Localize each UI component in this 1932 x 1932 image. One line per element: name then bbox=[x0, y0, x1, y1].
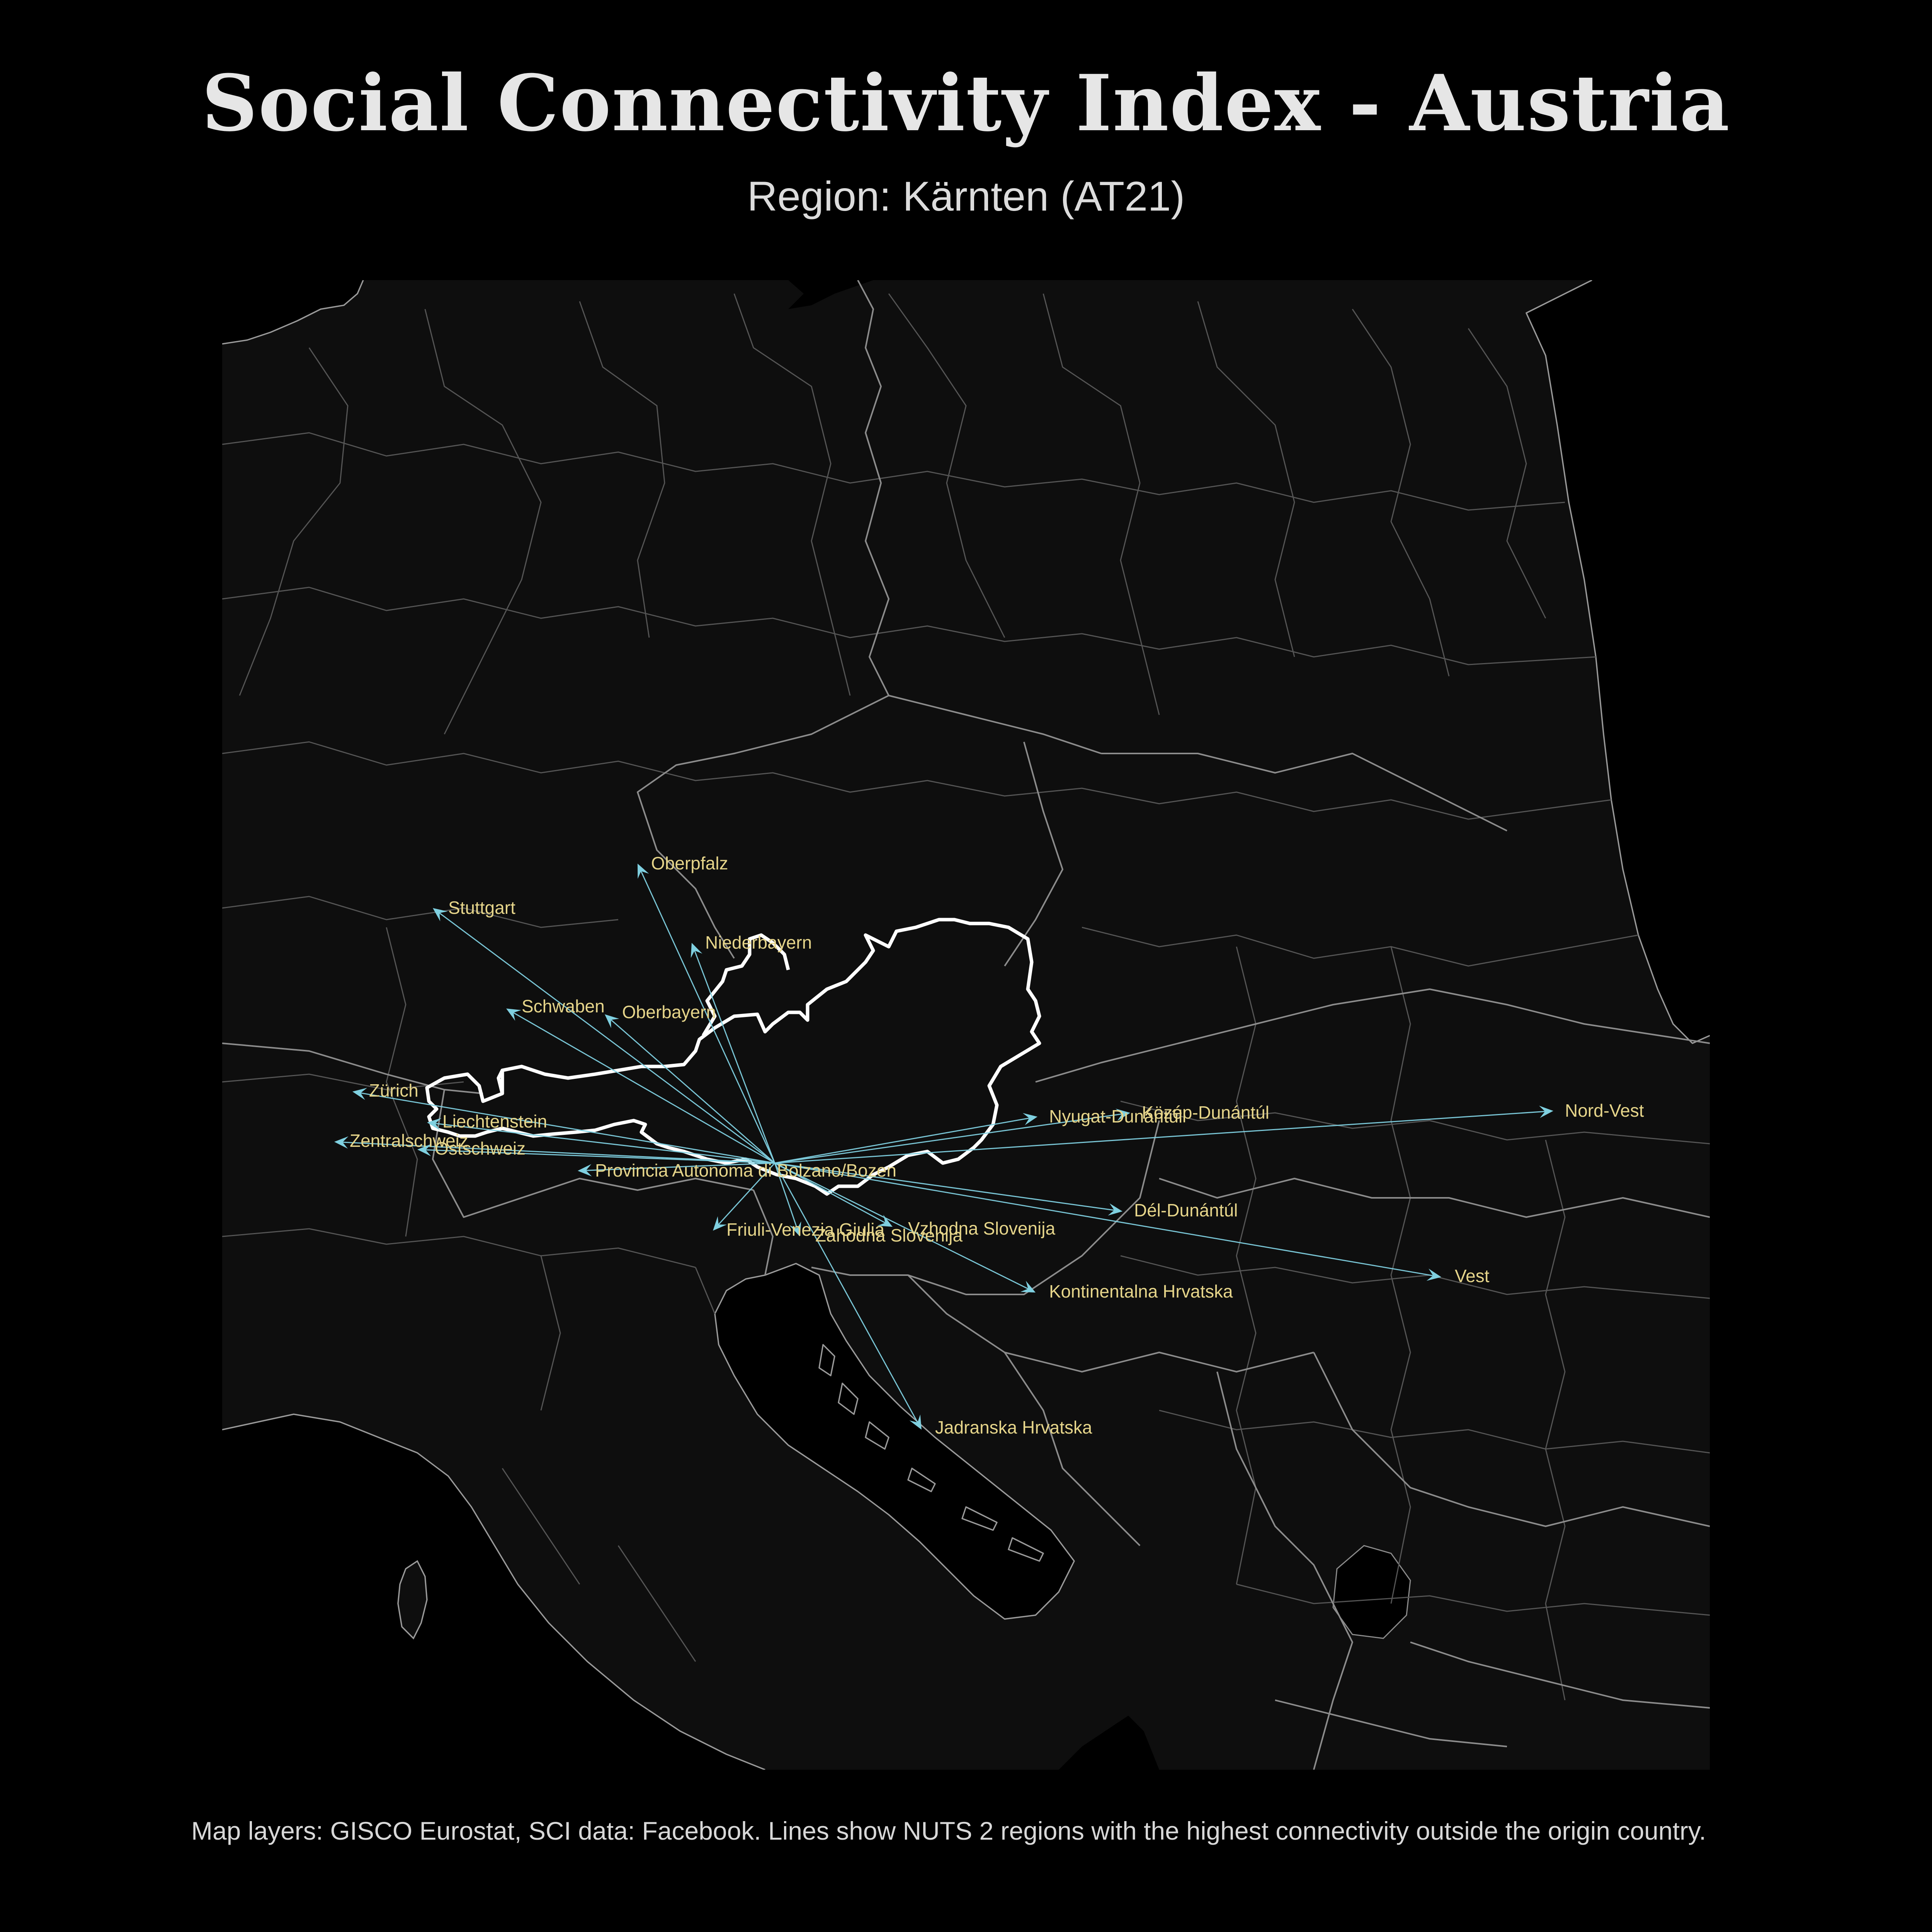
flow-line-friuli-venezia-giulia bbox=[715, 1162, 776, 1228]
flow-line-oberbayern bbox=[607, 1016, 775, 1164]
tyrrhenian-sea bbox=[222, 1414, 765, 1770]
destination-labels: Oberpfalz Stuttgart Niederbayern Schwaben Ob… bbox=[350, 853, 1644, 1437]
label-zurich: Zürich bbox=[369, 1080, 418, 1100]
flow-line-zentralschweiz bbox=[338, 1141, 775, 1164]
east-void bbox=[1526, 280, 1710, 1043]
arrow-head-friuli-venezia-giulia bbox=[713, 1216, 727, 1231]
arrow-head-schwaben bbox=[506, 1009, 522, 1021]
label-schwaben: Schwaben bbox=[522, 996, 605, 1016]
map-frame bbox=[222, 280, 1710, 1770]
country-borders bbox=[222, 280, 1710, 1770]
italy-west-coast bbox=[222, 1413, 765, 1770]
arrow-head-kozep-dunantul bbox=[1116, 1109, 1130, 1121]
austria-outline-north bbox=[702, 933, 790, 1037]
flow-line-zurich bbox=[356, 1092, 775, 1164]
flow-line-oberpfalz bbox=[638, 867, 776, 1163]
arrow-head-ostschweiz bbox=[417, 1144, 432, 1156]
arrow-head-nord-vest bbox=[1539, 1105, 1553, 1118]
label-provincia-autonoma-di-bolzano-bozen: Provincia Autonoma di Bolzano/Bozen bbox=[595, 1160, 896, 1180]
flow-line-jadranska-hrvatska bbox=[774, 1163, 920, 1427]
flow-line-del-dunantul bbox=[774, 1162, 1119, 1212]
flow-line-niederbayern bbox=[692, 946, 776, 1163]
flow-line-kontinentalna-hrvatska bbox=[774, 1162, 1032, 1291]
flow-line-ostschweiz bbox=[421, 1149, 775, 1164]
label-zahodna-slovenija: Zahodna Slovenija bbox=[815, 1225, 963, 1245]
arrow-head-liechtenstein bbox=[427, 1118, 442, 1131]
arrow-head-oberbayern bbox=[605, 1014, 619, 1028]
arrow-head-zentralschweiz bbox=[334, 1136, 349, 1149]
adriatic-sea bbox=[715, 1264, 1074, 1619]
flow-line-schwaben bbox=[509, 1010, 775, 1164]
arrow-head-niederbayern bbox=[690, 943, 702, 958]
label-kontinentalna-hrvatska: Kontinentalna Hrvatska bbox=[1049, 1281, 1233, 1301]
map-caption: Map layers: GISCO Eurostat, SCI data: Fa… bbox=[191, 1816, 1706, 1845]
label-nord-vest: Nord-Vest bbox=[1565, 1100, 1644, 1121]
flow-line-vzhodna-slovenija bbox=[774, 1162, 889, 1226]
label-oberpfalz: Oberpfalz bbox=[651, 853, 728, 873]
baltic-sea-east bbox=[788, 280, 873, 309]
arrow-head-oberpfalz bbox=[638, 864, 649, 879]
map-subtitle: Region: Kärnten (AT21) bbox=[747, 173, 1185, 219]
austria-outline bbox=[425, 918, 1041, 1196]
label-nyugat-dunantul: Nyugat-Dunántúl bbox=[1049, 1106, 1182, 1126]
arrow-head-stuttgart bbox=[433, 908, 448, 922]
label-niederbayern: Niederbayern bbox=[705, 932, 812, 952]
east-edge bbox=[1526, 280, 1710, 1044]
label-zentralschweiz: Zentralschweiz bbox=[350, 1131, 468, 1151]
adriatic-coast bbox=[714, 1263, 1075, 1620]
arrow-head-nyugat-dunantul bbox=[1022, 1113, 1037, 1126]
arrow-head-vzhodna-slovenija bbox=[877, 1214, 893, 1227]
baltic-coast bbox=[222, 280, 364, 345]
baltic-sea bbox=[222, 280, 363, 344]
arrow-head-kontinentalna-hrvatska bbox=[1020, 1281, 1036, 1293]
flow-line-kozep-dunantul bbox=[774, 1112, 1127, 1164]
label-friuli-venezia-giulia: Friuli-Venezia Giulia bbox=[726, 1219, 884, 1240]
arrow-head-del-dunantul bbox=[1108, 1203, 1122, 1216]
arrow-head-provincia-autonoma-di-bolzano-bozen bbox=[578, 1164, 592, 1177]
arrow-head-jadranska-hrvatska bbox=[909, 1414, 922, 1430]
flow-line-provincia-autonoma-di-bolzano-bozen bbox=[581, 1162, 775, 1172]
label-oberbayern: Oberbayern bbox=[622, 1002, 716, 1022]
corsica bbox=[397, 1560, 428, 1639]
label-jadranska-hrvatska: Jadranska Hrvatska bbox=[935, 1417, 1092, 1437]
flow-line-nord-vest bbox=[774, 1111, 1550, 1164]
flow-line-vest bbox=[774, 1162, 1438, 1277]
connectivity-flows bbox=[334, 864, 1553, 1430]
label-vest: Vest bbox=[1455, 1266, 1490, 1286]
arrow-head-zurich bbox=[352, 1088, 367, 1100]
flow-line-nyugat-dunantul bbox=[774, 1117, 1034, 1164]
map-title: Social Connectivity Index - Austria bbox=[201, 58, 1731, 149]
label-liechtenstein: Liechtenstein bbox=[442, 1111, 547, 1131]
ionian-sea bbox=[1059, 1716, 1159, 1770]
flow-line-liechtenstein bbox=[430, 1122, 775, 1164]
flow-line-zahodna-slovenija bbox=[774, 1163, 799, 1233]
arrow-head-zahodna-slovenija bbox=[789, 1221, 801, 1236]
label-kozep-dunantul: Közép-Dunántúl bbox=[1142, 1102, 1269, 1122]
label-stuttgart: Stuttgart bbox=[448, 898, 515, 918]
label-ostschweiz: Ostschweiz bbox=[435, 1138, 526, 1158]
label-del-dunantul: Dél-Dunántúl bbox=[1134, 1200, 1238, 1220]
arrow-head-vest bbox=[1426, 1269, 1441, 1281]
dalmatian-islands bbox=[818, 1344, 1044, 1562]
label-vzhodna-slovenija: Vzhodna Slovenija bbox=[908, 1218, 1055, 1238]
flow-line-stuttgart bbox=[435, 910, 775, 1164]
